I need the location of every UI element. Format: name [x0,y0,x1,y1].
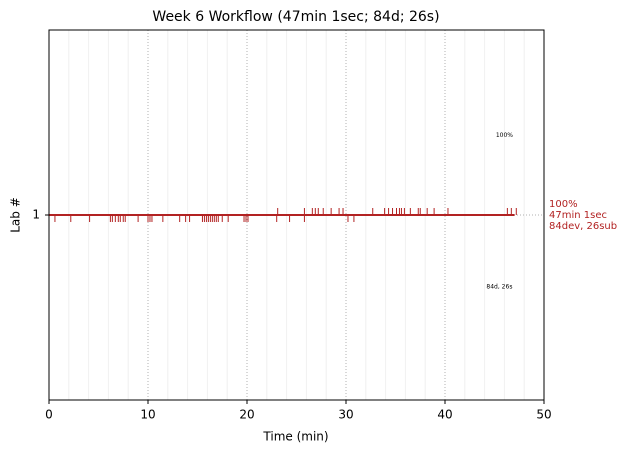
y-axis-label: Lab # [9,197,23,233]
plot-frame [48,29,545,401]
side-label: 100% [549,199,578,210]
x-tick-label: 10 [140,408,155,422]
y-tick-label: 1 [32,208,40,222]
x-tick-label: 30 [338,408,353,422]
x-tick-label: 20 [239,408,254,422]
x-tick-label: 0 [45,408,53,422]
x-tick-label: 40 [437,408,452,422]
side-label: 84dev, 26sub [549,221,617,232]
side-label: 47min 1sec [549,210,607,221]
x-axis-label: Time (min) [262,430,328,444]
annotation: 84d, 26s [486,284,512,291]
chart-title: Week 6 Workflow (47min 1sec; 84d; 26s) [152,9,439,25]
x-tick-label: 50 [536,408,551,422]
annotation: 100% [496,132,513,139]
